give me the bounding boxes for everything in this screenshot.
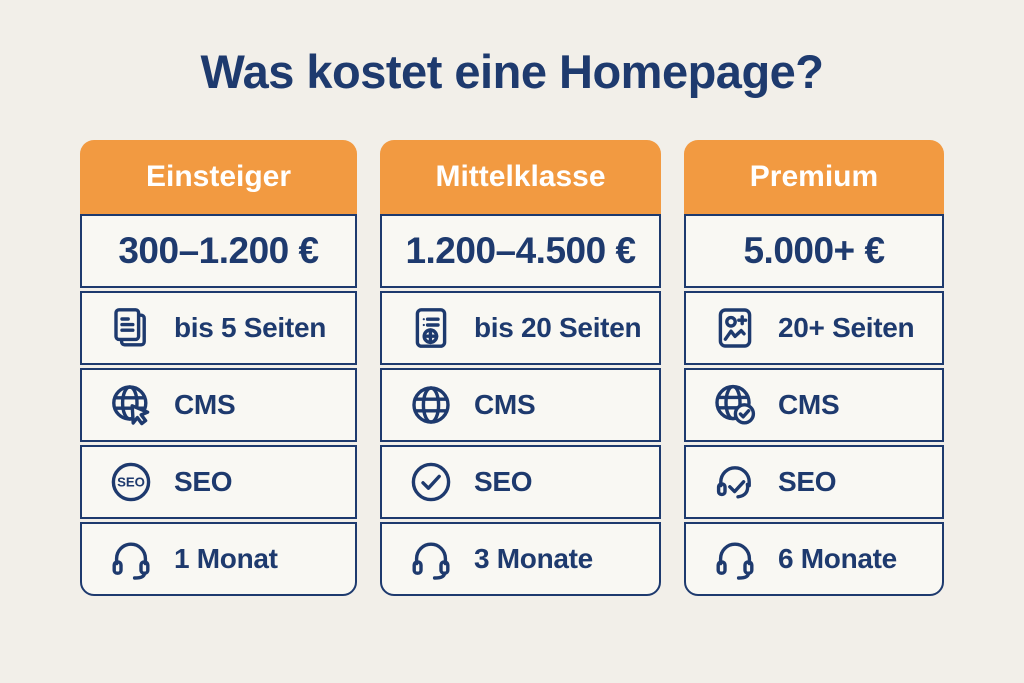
seo-badge-icon: SEO	[106, 457, 156, 507]
feature-label: bis 20 Seiten	[474, 312, 642, 343]
price-row: 300–1.200 €	[80, 214, 357, 288]
feature-label: 1 Monat	[174, 543, 278, 574]
feature-row: CMS	[80, 368, 357, 442]
feature-row: CMS	[380, 368, 661, 442]
price-text: 5.000+ €	[743, 230, 885, 271]
webpage-form-icon	[406, 303, 456, 353]
card-header: Premium	[684, 140, 944, 214]
feature-label: CMS	[174, 389, 236, 420]
card-header: Einsteiger	[80, 140, 357, 214]
page-title: Was kostet eine Homepage?	[200, 45, 824, 98]
feature-row: 1 Monat	[80, 522, 357, 596]
headset-icon	[106, 534, 156, 584]
feature-label: 6 Monate	[778, 543, 897, 574]
globe-icon	[406, 380, 456, 430]
feature-label: SEO	[778, 466, 837, 497]
feature-row: bis 20 Seiten	[380, 291, 661, 365]
feature-row: SEO	[380, 445, 661, 519]
price-row: 1.200–4.500 €	[380, 214, 661, 288]
pages-icon	[106, 303, 156, 353]
feature-label: 20+ Seiten	[778, 312, 915, 343]
pricing-cards: Einsteiger 300–1.200 € bis 5 Seiten CMS SEO S…	[80, 140, 944, 596]
price-text: 1.200–4.500 €	[405, 230, 636, 271]
feature-label: CMS	[474, 389, 536, 420]
price-row: 5.000+ €	[684, 214, 944, 288]
check-circle-icon	[406, 457, 456, 507]
headset-check-icon	[710, 457, 760, 507]
feature-row: SEO	[684, 445, 944, 519]
globe-check-icon	[710, 380, 760, 430]
pricing-card-premium: Premium 5.000+ € 20+ Seiten CMS SEO 6 Monate	[684, 140, 944, 596]
feature-label: 3 Monate	[474, 543, 593, 574]
feature-row: 20+ Seiten	[684, 291, 944, 365]
feature-label: bis 5 Seiten	[174, 312, 327, 343]
feature-row: 6 Monate	[684, 522, 944, 596]
price-text: 300–1.200 €	[118, 230, 319, 271]
feature-row: SEO SEO	[80, 445, 357, 519]
svg-text:SEO: SEO	[117, 475, 145, 490]
pricing-card-einsteiger: Einsteiger 300–1.200 € bis 5 Seiten CMS SEO S…	[80, 140, 357, 596]
feature-label: CMS	[778, 389, 840, 420]
feature-row: bis 5 Seiten	[80, 291, 357, 365]
pricing-card-mittelklasse: Mittelklasse 1.200–4.500 € bis 20 Seiten CM…	[380, 140, 661, 596]
feature-row: CMS	[684, 368, 944, 442]
headset-icon	[406, 534, 456, 584]
user-plus-card-icon	[710, 303, 760, 353]
card-header: Mittelklasse	[380, 140, 661, 214]
feature-label: SEO	[174, 466, 233, 497]
headset-icon	[710, 534, 760, 584]
feature-label: SEO	[474, 466, 533, 497]
globe-cursor-icon	[106, 380, 156, 430]
feature-row: 3 Monate	[380, 522, 661, 596]
